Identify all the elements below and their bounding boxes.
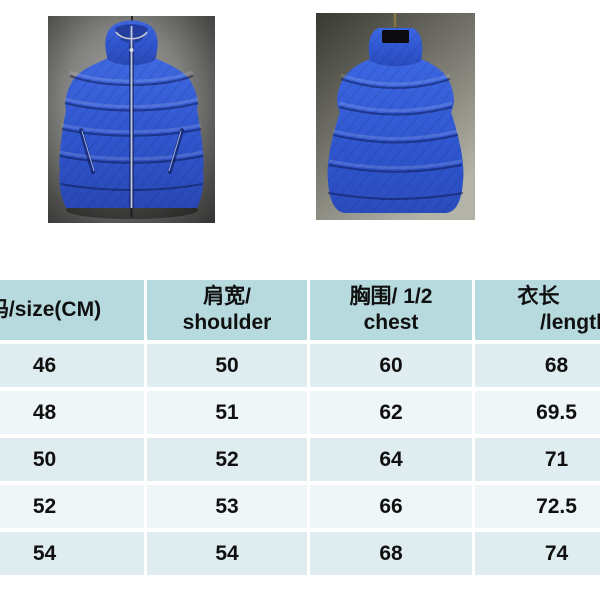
- size-row-50: 50 52 64 71: [0, 438, 600, 485]
- front-zipper: [129, 26, 134, 217]
- cell-length: 72.5: [475, 485, 600, 532]
- vest-back-collar: [368, 28, 423, 67]
- cell-shoulder: 52: [147, 438, 310, 485]
- header-chest-cn: 胸围/ 1/2: [349, 285, 433, 309]
- cell-chest: 66: [310, 485, 475, 532]
- cell-shoulder: 50: [147, 344, 310, 391]
- header-row: 码/size(CM) 肩宽/ shoulder 胸围/ 1/2 chest 衣长…: [0, 280, 600, 344]
- brand-label-patch: [382, 30, 409, 43]
- vest-back-illustration: [316, 13, 475, 220]
- header-chest-en: chest: [363, 311, 419, 334]
- cell-chest: 62: [310, 391, 475, 438]
- size-row-48: 48 51 62 69.5: [0, 391, 600, 438]
- column-header-size: 码/size(CM): [0, 280, 147, 344]
- size-row-52: 52 53 66 72.5: [0, 485, 600, 532]
- cell-chest: 64: [310, 438, 475, 485]
- size-chart-section: 码/size(CM) 肩宽/ shoulder 胸围/ 1/2 chest 衣长…: [0, 280, 600, 580]
- product-photo-front: [48, 16, 215, 223]
- size-row-46: 46 50 60 68: [0, 344, 600, 391]
- header-size-label: 码/size(CM): [0, 298, 102, 322]
- front-pockets: [79, 128, 184, 174]
- size-row-54: 54 54 68 74: [0, 532, 600, 579]
- cell-shoulder: 54: [147, 532, 310, 579]
- size-chart-table: 码/size(CM) 肩宽/ shoulder 胸围/ 1/2 chest 衣长…: [0, 280, 600, 579]
- cell-length: 74: [475, 532, 600, 579]
- cell-length: 71: [475, 438, 600, 485]
- header-shoulder-cn: 肩宽/: [203, 285, 251, 309]
- header-length-en: /length: [540, 311, 600, 334]
- cell-size: 50: [0, 438, 147, 485]
- cell-size: 46: [0, 344, 147, 391]
- cell-chest: 68: [310, 532, 475, 579]
- cell-length: 68: [475, 344, 600, 391]
- cell-size: 48: [0, 391, 147, 438]
- product-photo-back: [316, 13, 475, 220]
- cell-length: 69.5: [475, 391, 600, 438]
- cell-chest: 60: [310, 344, 475, 391]
- column-header-shoulder: 肩宽/ shoulder: [147, 280, 310, 344]
- cell-shoulder: 53: [147, 485, 310, 532]
- header-length-cn: 衣长: [517, 285, 560, 309]
- column-header-length: 衣长 /length: [475, 280, 600, 344]
- vest-back-body: [327, 59, 464, 213]
- header-shoulder-en: shoulder: [182, 311, 272, 334]
- column-header-chest: 胸围/ 1/2 chest: [310, 280, 475, 344]
- cell-shoulder: 51: [147, 391, 310, 438]
- cell-size: 52: [0, 485, 147, 532]
- cell-size: 54: [0, 532, 147, 579]
- vest-front-illustration: [48, 16, 215, 223]
